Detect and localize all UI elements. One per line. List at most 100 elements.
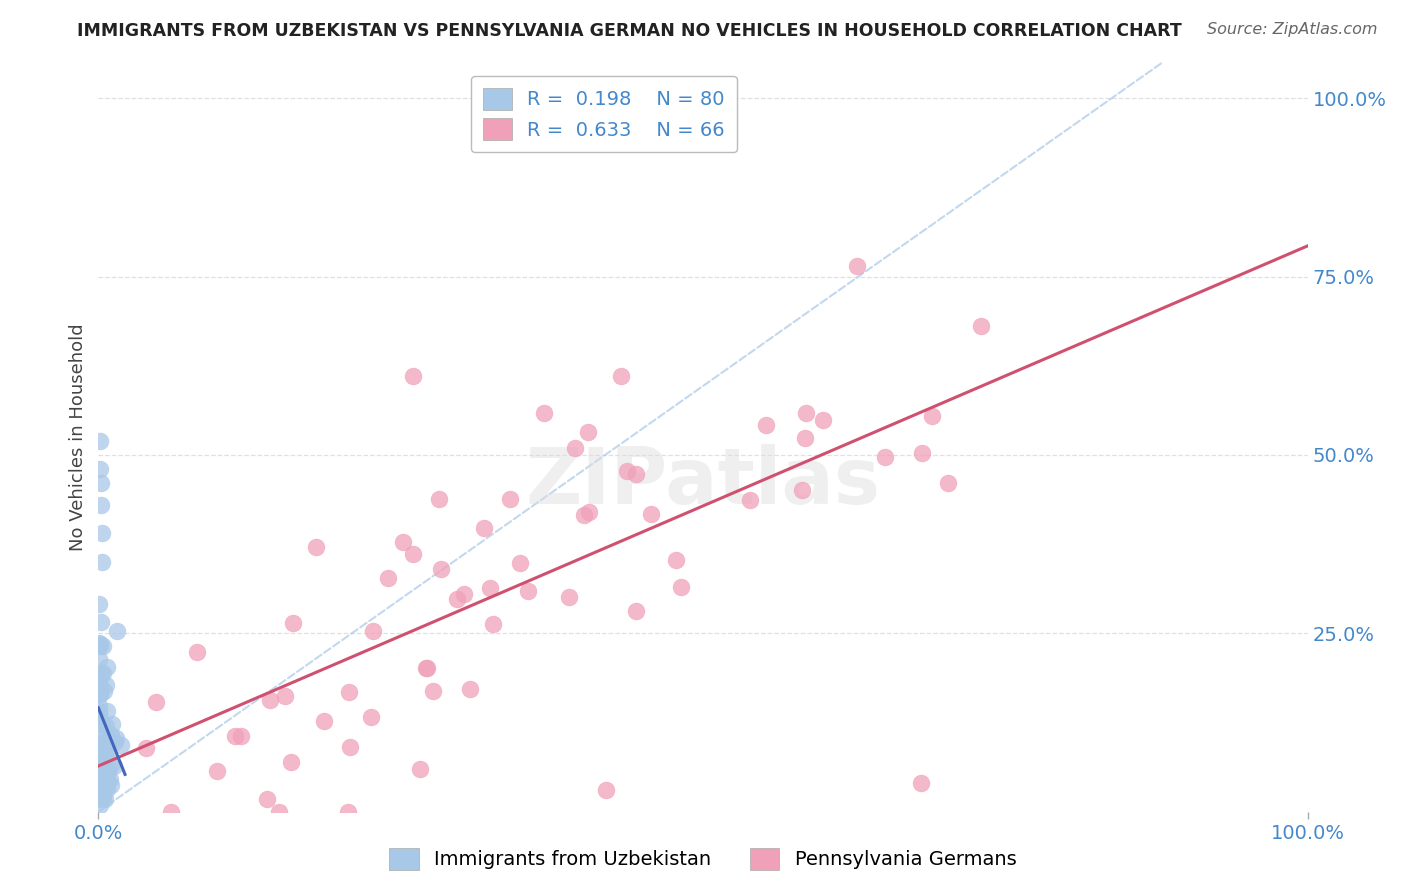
Point	[312, 714, 335, 728]
Point	[339, 740, 361, 755]
Point	[89, 785, 111, 799]
Point	[89, 687, 111, 701]
Point	[100, 728, 122, 742]
Point	[91, 762, 114, 776]
Point	[90, 728, 112, 742]
Point	[595, 783, 617, 797]
Point	[87, 772, 110, 787]
Point	[794, 406, 817, 420]
Point	[90, 771, 112, 785]
Point	[90, 615, 112, 630]
Point	[100, 758, 122, 772]
Point	[105, 731, 128, 746]
Point	[91, 773, 114, 788]
Point	[110, 738, 132, 752]
Point	[135, 741, 157, 756]
Point	[970, 319, 993, 334]
Point	[93, 756, 115, 770]
Point	[409, 762, 432, 776]
Point	[87, 765, 110, 780]
Point	[911, 446, 934, 460]
Point	[87, 698, 110, 713]
Point	[89, 787, 111, 801]
Point	[509, 556, 531, 570]
Point	[89, 765, 111, 780]
Point	[738, 492, 761, 507]
Point	[97, 764, 120, 778]
Point	[93, 772, 115, 787]
Point	[103, 759, 125, 773]
Point	[415, 661, 437, 675]
Point	[94, 791, 117, 805]
Point	[87, 776, 110, 790]
Text: Source: ZipAtlas.com: Source: ZipAtlas.com	[1208, 22, 1378, 37]
Point	[91, 789, 114, 803]
Point	[89, 706, 111, 721]
Legend: Immigrants from Uzbekistan, Pennsylvania Germans: Immigrants from Uzbekistan, Pennsylvania…	[381, 839, 1025, 878]
Point	[93, 747, 115, 762]
Point	[205, 764, 228, 778]
Point	[91, 526, 114, 541]
Point	[89, 752, 111, 766]
Point	[96, 678, 118, 692]
Point	[98, 734, 121, 748]
Point	[267, 805, 290, 819]
Point	[499, 491, 522, 506]
Point	[557, 590, 579, 604]
Point	[100, 778, 122, 792]
Point	[93, 747, 115, 762]
Point	[609, 369, 631, 384]
Point	[813, 413, 835, 427]
Point	[665, 552, 688, 566]
Point	[94, 719, 117, 733]
Point	[97, 774, 120, 789]
Point	[91, 787, 114, 801]
Point	[89, 792, 111, 806]
Point	[259, 692, 281, 706]
Point	[846, 260, 869, 274]
Point	[98, 772, 121, 786]
Point	[224, 729, 246, 743]
Point	[453, 587, 475, 601]
Text: ZIPatlas: ZIPatlas	[526, 444, 880, 520]
Point	[101, 717, 124, 731]
Point	[91, 754, 114, 768]
Point	[96, 660, 118, 674]
Point	[921, 409, 943, 424]
Point	[793, 431, 815, 445]
Point	[159, 805, 181, 819]
Point	[427, 491, 450, 506]
Point	[458, 682, 481, 697]
Point	[422, 684, 444, 698]
Point	[87, 652, 110, 666]
Point	[360, 710, 382, 724]
Point	[91, 717, 114, 731]
Point	[481, 616, 503, 631]
Point	[145, 695, 167, 709]
Point	[87, 597, 110, 611]
Point	[96, 776, 118, 790]
Point	[93, 665, 115, 680]
Point	[229, 729, 252, 743]
Point	[87, 736, 110, 750]
Point	[256, 791, 278, 805]
Point	[578, 505, 600, 519]
Point	[446, 591, 468, 606]
Point	[936, 476, 959, 491]
Point	[89, 462, 111, 476]
Point	[96, 747, 118, 762]
Point	[93, 791, 115, 805]
Point	[105, 624, 128, 638]
Point	[93, 683, 115, 698]
Point	[377, 571, 399, 585]
Text: IMMIGRANTS FROM UZBEKISTAN VS PENNSYLVANIA GERMAN NO VEHICLES IN HOUSEHOLD CORRE: IMMIGRANTS FROM UZBEKISTAN VS PENNSYLVAN…	[77, 22, 1182, 40]
Point	[89, 797, 111, 812]
Point	[87, 710, 110, 724]
Point	[90, 767, 112, 781]
Point	[281, 616, 304, 631]
Point	[574, 508, 596, 522]
Point	[564, 441, 586, 455]
Point	[96, 704, 118, 718]
Point	[90, 738, 112, 752]
Point	[669, 580, 692, 594]
